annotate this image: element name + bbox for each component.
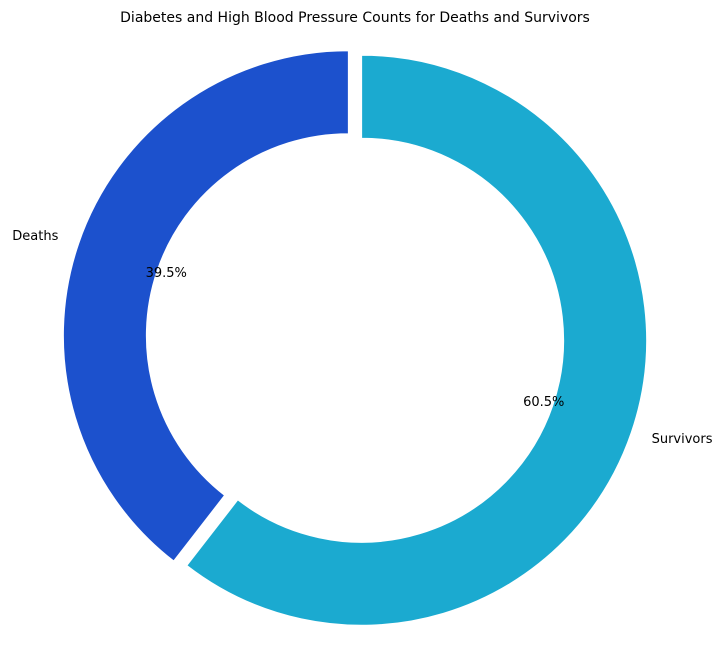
slice-percent-deaths: 39.5% bbox=[146, 266, 187, 281]
slice-survivors bbox=[186, 54, 648, 626]
slices-group bbox=[62, 50, 648, 626]
slice-label-survivors: Survivors bbox=[652, 432, 713, 447]
chart-title: Diabetes and High Blood Pressure Counts … bbox=[120, 10, 590, 26]
labels-group: Deaths 39.5% Survivors 60.5% bbox=[12, 229, 712, 447]
slice-deaths bbox=[62, 50, 349, 562]
slice-percent-survivors: 60.5% bbox=[523, 395, 564, 410]
slice-label-deaths: Deaths bbox=[12, 229, 58, 244]
